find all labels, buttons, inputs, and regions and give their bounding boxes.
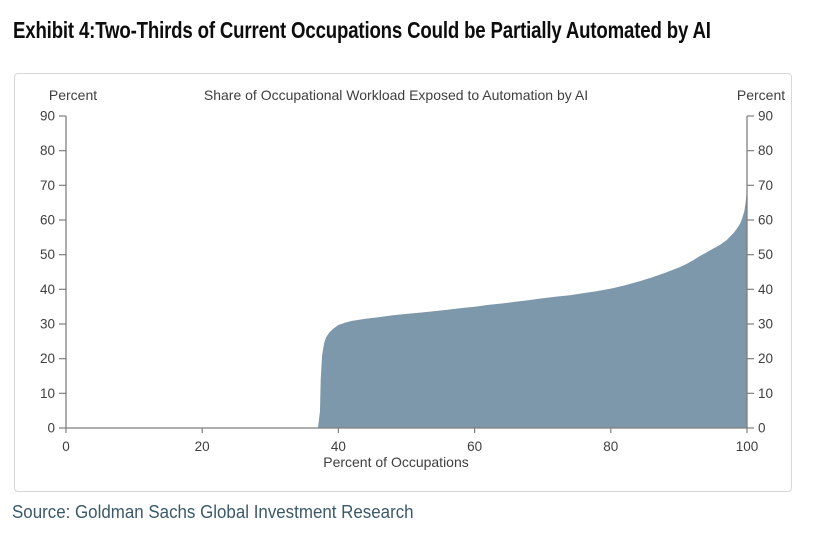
- chart-title: Share of Occupational Workload Exposed t…: [203, 87, 589, 103]
- y-tick-label-right: 80: [758, 143, 773, 158]
- x-tick-label: 60: [467, 439, 482, 454]
- y-tick-label-right: 30: [758, 317, 773, 332]
- y-tick-label-right: 20: [758, 351, 773, 366]
- y-tick-label-right: 10: [758, 386, 773, 401]
- left-axis-unit-label: Percent: [48, 87, 98, 103]
- y-tick-label-left: 90: [40, 109, 55, 124]
- y-tick-label-right: 90: [758, 109, 773, 124]
- x-tick-label: 80: [603, 439, 618, 454]
- exhibit-title: Exhibit 4:Two-Thirds of Current Occupati…: [13, 17, 711, 43]
- y-tick-label-left: 60: [40, 213, 55, 228]
- y-tick-label-right: 60: [758, 213, 773, 228]
- y-tick-label-right: 70: [758, 178, 773, 193]
- y-tick-label-right: 40: [758, 282, 773, 297]
- x-tick-label: 0: [62, 439, 70, 454]
- y-tick-label-right: 0: [758, 421, 766, 436]
- chart-panel: Percent Share of Occupational Workload E…: [14, 73, 792, 492]
- x-tick-label: 40: [331, 439, 346, 454]
- y-tick-label-left: 50: [40, 247, 55, 262]
- y-tick-label-left: 20: [40, 351, 55, 366]
- y-tick-label-left: 70: [40, 178, 55, 193]
- y-tick-label-right: 50: [758, 247, 773, 262]
- area-series: [66, 189, 747, 428]
- right-axis-unit-label: Percent: [736, 87, 786, 103]
- x-axis-title: Percent of Occupations: [323, 454, 469, 470]
- y-tick-label-left: 80: [40, 143, 55, 158]
- y-tick-label-left: 10: [40, 386, 55, 401]
- y-tick-label-left: 0: [47, 421, 55, 436]
- x-tick-label: 20: [195, 439, 210, 454]
- x-tick-label: 100: [736, 439, 759, 454]
- y-tick-label-left: 30: [40, 317, 55, 332]
- y-tick-label-left: 40: [40, 282, 55, 297]
- source-attribution: Source: Goldman Sachs Global Investment …: [12, 502, 414, 522]
